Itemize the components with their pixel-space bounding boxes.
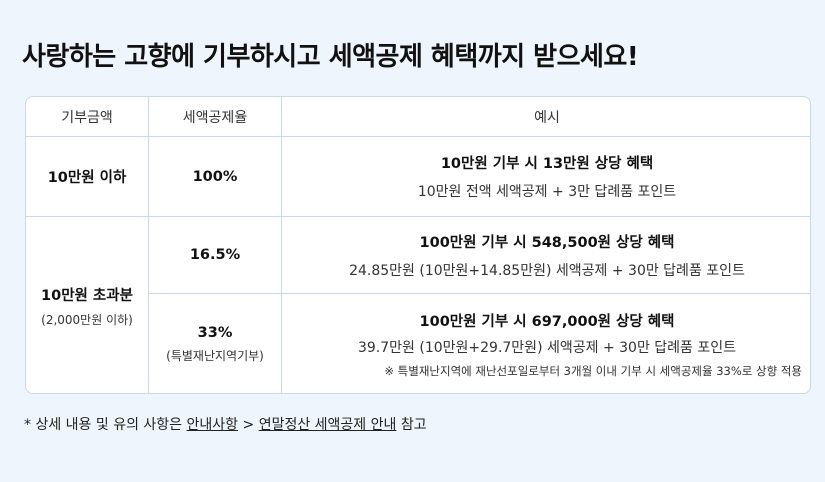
row1-amount: 10만원 이하 bbox=[47, 170, 127, 186]
row3-rate: 33% bbox=[197, 325, 233, 341]
header-rate: 세액공제율 bbox=[149, 97, 282, 137]
row2-rate: 16.5% bbox=[189, 247, 241, 263]
header-amount: 기부금액 bbox=[26, 97, 149, 137]
footer-suffix: 참고 bbox=[400, 417, 427, 433]
row3-rate-cell: 33% (특별재난지역기부) bbox=[149, 294, 282, 393]
row2-amount-note: (2,000만원 이하) bbox=[41, 313, 133, 327]
header-example: 예시 bbox=[282, 97, 810, 137]
row3-example-note: ※ 특별재난지역에 재난선포일로부터 3개월 이내 기부 시 세액공제율 33%… bbox=[384, 364, 802, 378]
row2-rate-cell: 16.5% bbox=[149, 217, 282, 294]
footer-note: * 상세 내용 및 유의 사항은 안내사항 > 연말정산 세액공제 안내 참고 bbox=[24, 414, 427, 434]
row1-example-cell: 10만원 기부 시 13만원 상당 혜택 10만원 전액 세액공제 + 3만 답… bbox=[282, 137, 810, 217]
row3-example-desc: 39.7만원 (10만원+29.7만원) 세액공제 + 30만 답례품 포인트 bbox=[357, 340, 737, 356]
row2-amount-cell: 10만원 초과분 (2,000만원 이하) bbox=[26, 217, 149, 393]
row2-example-title: 100만원 기부 시 548,500원 상당 혜택 bbox=[419, 234, 675, 251]
row1-example-desc: 10만원 전액 세액공제 + 3만 답례품 포인트 bbox=[417, 184, 677, 200]
row3-example-cell: 100만원 기부 시 697,000원 상당 혜택 39.7만원 (10만원+2… bbox=[282, 294, 810, 393]
footer-prefix: * 상세 내용 및 유의 사항은 bbox=[24, 417, 183, 433]
row1-rate: 100% bbox=[192, 168, 238, 185]
row1-example-title: 10만원 기부 시 13만원 상당 혜택 bbox=[440, 156, 654, 172]
row3-example-title: 100만원 기부 시 697,000원 상당 혜택 bbox=[419, 314, 675, 330]
row1-rate-cell: 100% bbox=[149, 137, 282, 217]
row1-amount-cell: 10만원 이하 bbox=[26, 137, 149, 217]
guide-link[interactable]: 안내사항 bbox=[186, 417, 239, 433]
row2-amount: 10만원 초과분 bbox=[41, 288, 133, 304]
row2-example-cell: 100만원 기부 시 548,500원 상당 혜택 24.85만원 (10만원+… bbox=[282, 217, 810, 294]
tax-credit-table: 기부금액 세액공제율 예시 10만원 이하 100% 10만원 기부 시 13만… bbox=[25, 96, 811, 394]
year-end-tax-guide-link[interactable]: 연말정산 세액공제 안내 bbox=[258, 417, 397, 433]
row3-rate-note: (특별재난지역기부) bbox=[166, 349, 264, 363]
page-title: 사랑하는 고향에 기부하시고 세액공제 혜택까지 받으세요! bbox=[22, 42, 639, 72]
row2-example-desc: 24.85만원 (10만원+14.85만원) 세액공제 + 30만 답례품 포인… bbox=[349, 262, 745, 279]
footer-separator: > bbox=[242, 417, 255, 433]
